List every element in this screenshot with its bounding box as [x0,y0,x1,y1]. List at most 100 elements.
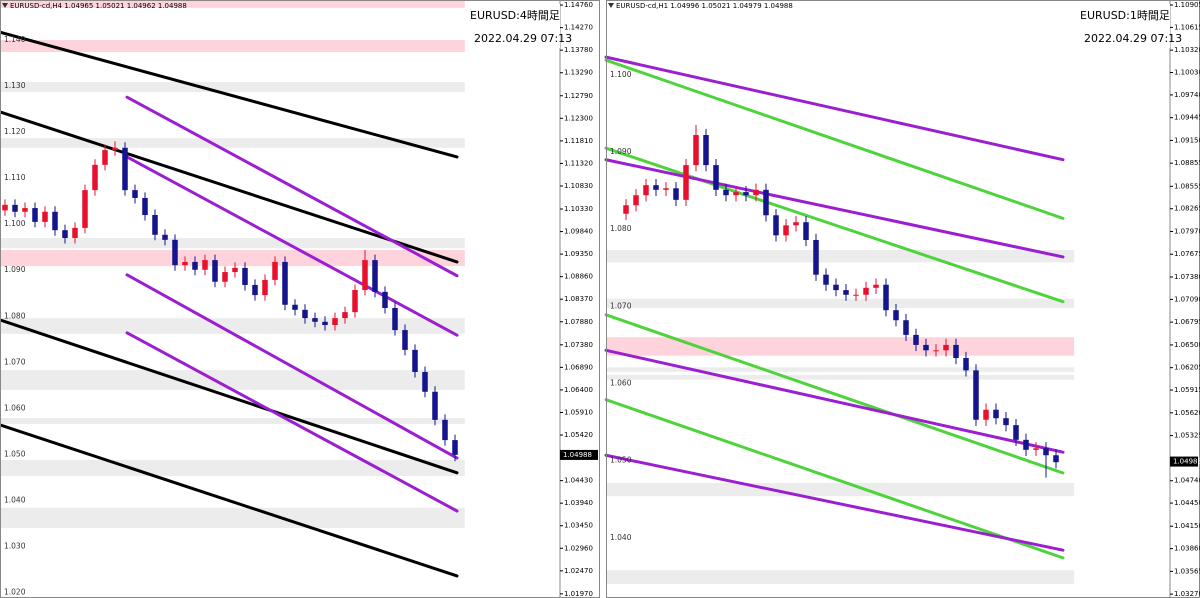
y-tick-label: 1.12300 [564,114,593,122]
y-tick-label: 1.08370 [564,295,593,303]
price-zone [0,238,465,249]
price-zone [0,249,465,267]
level-label: 1.100 [610,70,632,79]
y-tick-label: 1.10330 [564,205,593,213]
candle-body [282,261,288,305]
candle-body [1013,425,1019,440]
level-label: 1.080 [4,311,26,320]
y-tick-label: 1.08860 [564,273,593,281]
level-label: 1.060 [610,378,632,387]
candle-body [803,222,809,240]
trend-line [604,55,1065,162]
timestamp: 2022.04.29 07:13 [474,32,572,45]
y-tick-label: 1.07880 [564,318,593,326]
price-zone [606,375,1075,380]
level-label: 1.100 [4,219,26,228]
price-zone [0,318,465,334]
candle-body [733,192,739,196]
candle-body [222,272,228,282]
candle-body [32,208,38,222]
price-zone [0,507,465,529]
candle-body [943,344,949,351]
y-tick-label: 1.08855 [1174,159,1200,167]
level-label: 1.140 [4,35,26,44]
y-tick-label: 1.10615 [1174,23,1200,31]
candle-body [402,330,408,350]
y-tick-label: 1.04430 [564,477,593,485]
candle-body [843,290,849,295]
level-label: 1.070 [610,301,632,310]
y-tick-label: 1.03270 [1174,590,1200,598]
candle-body [713,165,719,190]
candle-body [442,419,448,441]
candle-body [833,284,839,291]
candle-body [783,225,789,236]
y-tick-label: 1.03860 [1174,545,1200,553]
divider [600,0,606,598]
candle-body [653,185,659,190]
candle-body [172,239,178,266]
candle-body [773,215,779,236]
y-tick-label: 1.08265 [1174,205,1200,213]
level-label: 1.020 [4,587,26,596]
trend-line [604,313,1065,475]
candle-body [743,192,749,196]
y-tick-label: 1.09350 [564,250,593,258]
y-tick-label: 1.08555 [1174,182,1200,190]
candle-body [262,279,268,296]
last-price-label: 1.04988 [1173,458,1200,466]
y-tick-label: 1.05420 [564,431,593,439]
candle-body [342,312,348,319]
price-zone [606,250,1075,263]
y-tick-label: 1.05915 [1174,386,1200,394]
candle-body [192,261,198,270]
candle-body [412,349,418,372]
candle-body [723,189,729,196]
trend-line [604,158,1065,259]
price-zone [0,459,465,477]
candle-body [703,135,709,166]
candle-body [12,204,18,212]
price-zone [606,570,1075,585]
candle-body [322,321,328,326]
title-bg [1076,4,1170,48]
candle-body [2,204,8,211]
candle-body [903,320,909,335]
y-tick-label: 1.10905 [1174,1,1200,9]
candle-body [42,211,48,222]
candle-body [923,344,929,351]
y-tick-label: 1.01970 [564,590,593,598]
chart-title: EURUSD:1時間足 [1080,9,1170,22]
candle-body [763,189,769,216]
price-zone [0,370,465,390]
candle-body [973,370,979,420]
y-tick-label: 1.09445 [1174,114,1200,122]
candle-body [52,211,58,231]
candle-body [142,197,148,215]
trend-line [0,110,459,264]
candle-body [623,205,629,214]
title-bg [466,4,560,48]
trend-line [125,95,459,278]
level-label: 1.090 [4,265,26,274]
level-label: 1.040 [4,495,26,504]
candle-body [813,239,819,275]
candle-body [212,260,218,282]
trend-line [125,273,459,460]
y-tick-label: 1.10320 [1174,46,1200,54]
last-price-label: 1.04988 [563,451,592,459]
candle-body [422,371,428,392]
trend-line [604,348,1065,454]
timestamp: 2022.04.29 07:13 [1084,32,1182,45]
y-tick-label: 1.04450 [1174,499,1200,507]
candle-body [362,260,368,291]
candle-body [162,234,168,240]
candle-body [22,208,28,212]
candle-body [382,291,388,308]
candle-body [643,185,649,196]
trend-line [125,331,459,513]
y-tick-label: 1.10030 [1174,69,1200,77]
symbol-header: EURUSD-cd,H4 1.04965 1.05021 1.04962 1.0… [10,2,187,10]
y-tick-label: 1.06500 [1174,341,1200,349]
y-tick-label: 1.13780 [564,46,593,54]
